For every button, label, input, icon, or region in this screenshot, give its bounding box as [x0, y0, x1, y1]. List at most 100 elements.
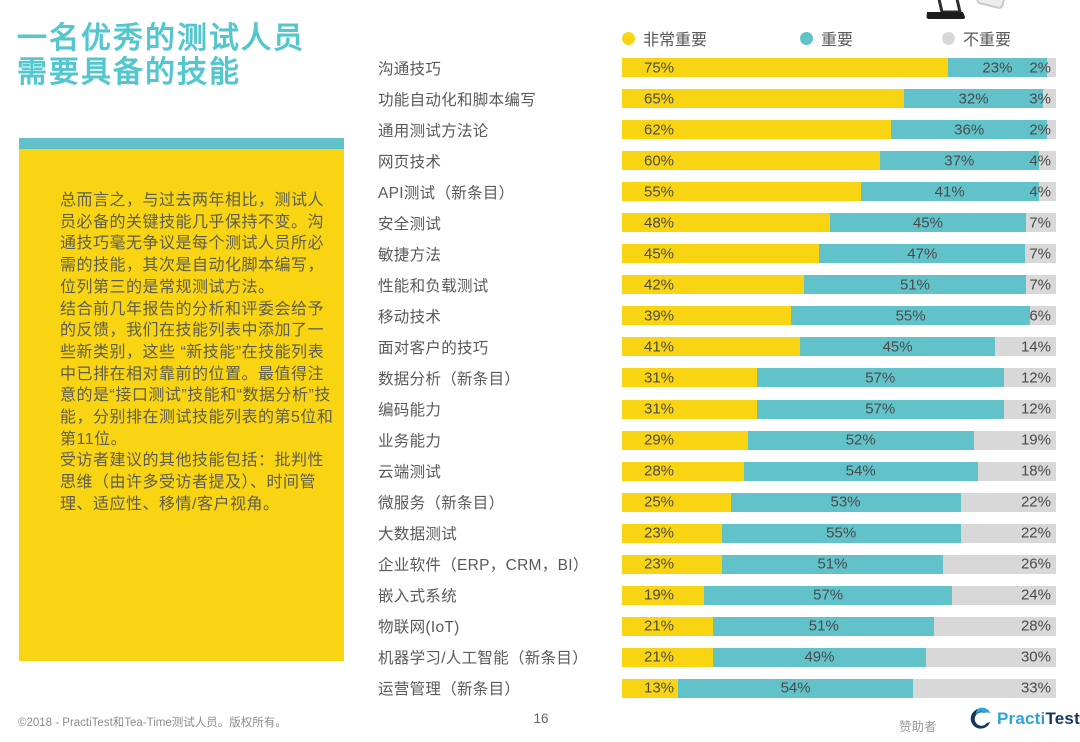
bar-segment-not-important: 4% [1029, 151, 1056, 171]
stacked-bar: 48% 45% 7% [622, 213, 1056, 233]
bar-segment-not-important: 7% [1025, 275, 1056, 295]
chart-row: 机器学习/人工智能（新条目） 21% 49% 30% [378, 642, 1056, 673]
value-label: 22% [1020, 493, 1051, 511]
category-label: 性能和负载测试 [378, 277, 489, 295]
bar-segment-not-important: 28% [934, 616, 1056, 636]
bar-segment-not-important: 7% [1025, 213, 1056, 233]
bar-segment-very-important: 55% [622, 182, 861, 202]
stacked-bar: 65% 32% 3% [622, 89, 1056, 109]
value-label: 45% [644, 245, 675, 263]
chart-row: 大数据测试 23% 55% 22% [378, 518, 1056, 549]
category-label: 云端测试 [378, 464, 442, 482]
stacked-bar: 75% 23% 2% [622, 58, 1056, 78]
chart-row: 敏捷方法 45% 47% 7% [378, 238, 1056, 269]
bar-segment-important: 45% [830, 213, 1026, 233]
bar-segment-important: 51% [804, 275, 1026, 295]
bar-segment-not-important: 14% [995, 337, 1056, 357]
value-label: 51% [817, 555, 848, 573]
bar-segment-very-important: 19% [622, 585, 705, 605]
bar-segment-very-important: 25% [622, 492, 731, 512]
chart-row: 嵌入式系统 19% 57% 24% [378, 580, 1056, 611]
stacked-bar: 39% 55% 6% [622, 306, 1057, 326]
value-label: 4% [1029, 152, 1051, 170]
bar-segment-not-important: 30% [925, 647, 1056, 667]
bar-segment-very-important: 23% [622, 523, 722, 543]
value-label: 23% [644, 555, 675, 573]
bar-segment-important: 54% [743, 461, 978, 481]
bar-segment-very-important: 62% [622, 120, 892, 140]
category-label: 运营管理（新条目） [378, 681, 521, 699]
value-label: 13% [644, 679, 675, 697]
bar-segment-important: 51% [721, 554, 944, 574]
bar-segment-not-important: 2% [1029, 58, 1056, 78]
legend-dot-icon [622, 31, 635, 45]
chart-row: 网页技术 60% 37% 4% [378, 145, 1056, 176]
value-label: 47% [907, 245, 938, 263]
chart-row: 通用测试方法论 62% 36% 2% [378, 114, 1056, 145]
logo-text: PractiTest [997, 709, 1080, 729]
chart-row: 物联网(IoT) 21% 51% 28% [378, 611, 1056, 642]
stacked-bar: 23% 55% 22% [622, 523, 1056, 543]
bar-segment-very-important: 28% [622, 461, 744, 481]
legend-item: 重要 [800, 26, 853, 50]
value-label: 65% [644, 90, 675, 108]
value-label: 31% [644, 400, 675, 418]
chart-row: API测试（新条目） 55% 41% 4% [378, 176, 1056, 207]
chart-row: 运营管理（新条目） 13% 54% 33% [378, 673, 1056, 704]
legend-dot-icon [800, 31, 813, 45]
value-label: 45% [912, 214, 943, 232]
value-label: 6% [1029, 307, 1052, 325]
bar-segment-very-important: 31% [622, 399, 757, 419]
chart-row: 功能自动化和脚本编写 65% 32% 3% [378, 83, 1056, 114]
value-label: 22% [1020, 524, 1051, 542]
chart-row: 编码能力 31% 57% 12% [378, 394, 1056, 425]
bar-segment-important: 36% [891, 120, 1048, 140]
legend-dot-icon [942, 31, 955, 45]
bar-segment-very-important: 31% [622, 368, 757, 388]
bar-segment-very-important: 48% [622, 213, 831, 233]
bar-segment-important: 57% [704, 585, 952, 605]
value-label: 36% [954, 121, 985, 139]
value-label: 4% [1029, 183, 1051, 201]
summary-paragraph: 受访者建议的其他技能包括：批判性思维（由许多受访者提及）、时间管理、适应性、移情… [60, 452, 325, 513]
bar-segment-not-important: 33% [912, 678, 1056, 698]
value-label: 51% [899, 276, 930, 294]
paper-icon [976, 0, 1009, 9]
category-label: 物联网(IoT) [378, 619, 460, 637]
value-label: 14% [1020, 338, 1051, 356]
stacked-bar: 13% 54% 33% [622, 678, 1056, 698]
category-label: 网页技术 [378, 153, 442, 171]
logo-text-test: Test [1045, 708, 1080, 728]
bar-segment-very-important: 60% [622, 151, 880, 171]
stacked-bar: 19% 57% 24% [622, 585, 1056, 605]
chart-row: 数据分析（新条目） 31% 57% 12% [378, 362, 1056, 393]
bar-segment-very-important: 21% [622, 616, 714, 636]
value-label: 7% [1029, 214, 1051, 232]
bar-segment-important: 55% [791, 306, 1030, 326]
summary-paragraph: 总而言之，与过去两年相比，测试人员必备的关键技能几乎保持不变。沟通技巧毫无争议是… [60, 192, 325, 296]
value-label: 55% [644, 183, 675, 201]
sponsor-label: 赞助者 [899, 720, 937, 734]
bar-segment-not-important: 6% [1029, 306, 1057, 326]
stacked-bar: 21% 51% 28% [622, 616, 1056, 636]
skills-stacked-bar-chart: 沟通技巧 75% 23% 2% 功能自动化和脚本编写 65% 32% 3% 通用测试方法论 62%… [378, 52, 1057, 704]
category-label: 微服务（新条目） [378, 495, 505, 513]
bar-segment-very-important: 39% [622, 306, 792, 326]
value-label: 21% [644, 648, 675, 666]
stacked-bar: 28% 54% 18% [622, 461, 1056, 481]
bar-segment-important: 49% [713, 647, 926, 667]
page-title: 一名优秀的测试人员 需要具备的技能 [17, 22, 305, 90]
bar-segment-not-important: 3% [1029, 89, 1056, 109]
legend-label: 重要 [821, 32, 854, 49]
category-label: 面对客户的技巧 [378, 339, 489, 357]
bar-segment-important: 37% [879, 151, 1039, 171]
page-title-line-1: 一名优秀的测试人员 [17, 22, 305, 55]
value-label: 25% [644, 493, 675, 511]
bar-segment-very-important: 65% [622, 89, 905, 109]
category-label: 企业软件（ERP，CRM，BI） [378, 557, 589, 575]
chart-row: 性能和负载测试 42% 51% 7% [378, 269, 1056, 300]
bar-segment-very-important: 21% [622, 647, 714, 667]
value-label: 62% [644, 121, 675, 139]
value-label: 31% [644, 369, 675, 387]
value-label: 45% [882, 338, 913, 356]
